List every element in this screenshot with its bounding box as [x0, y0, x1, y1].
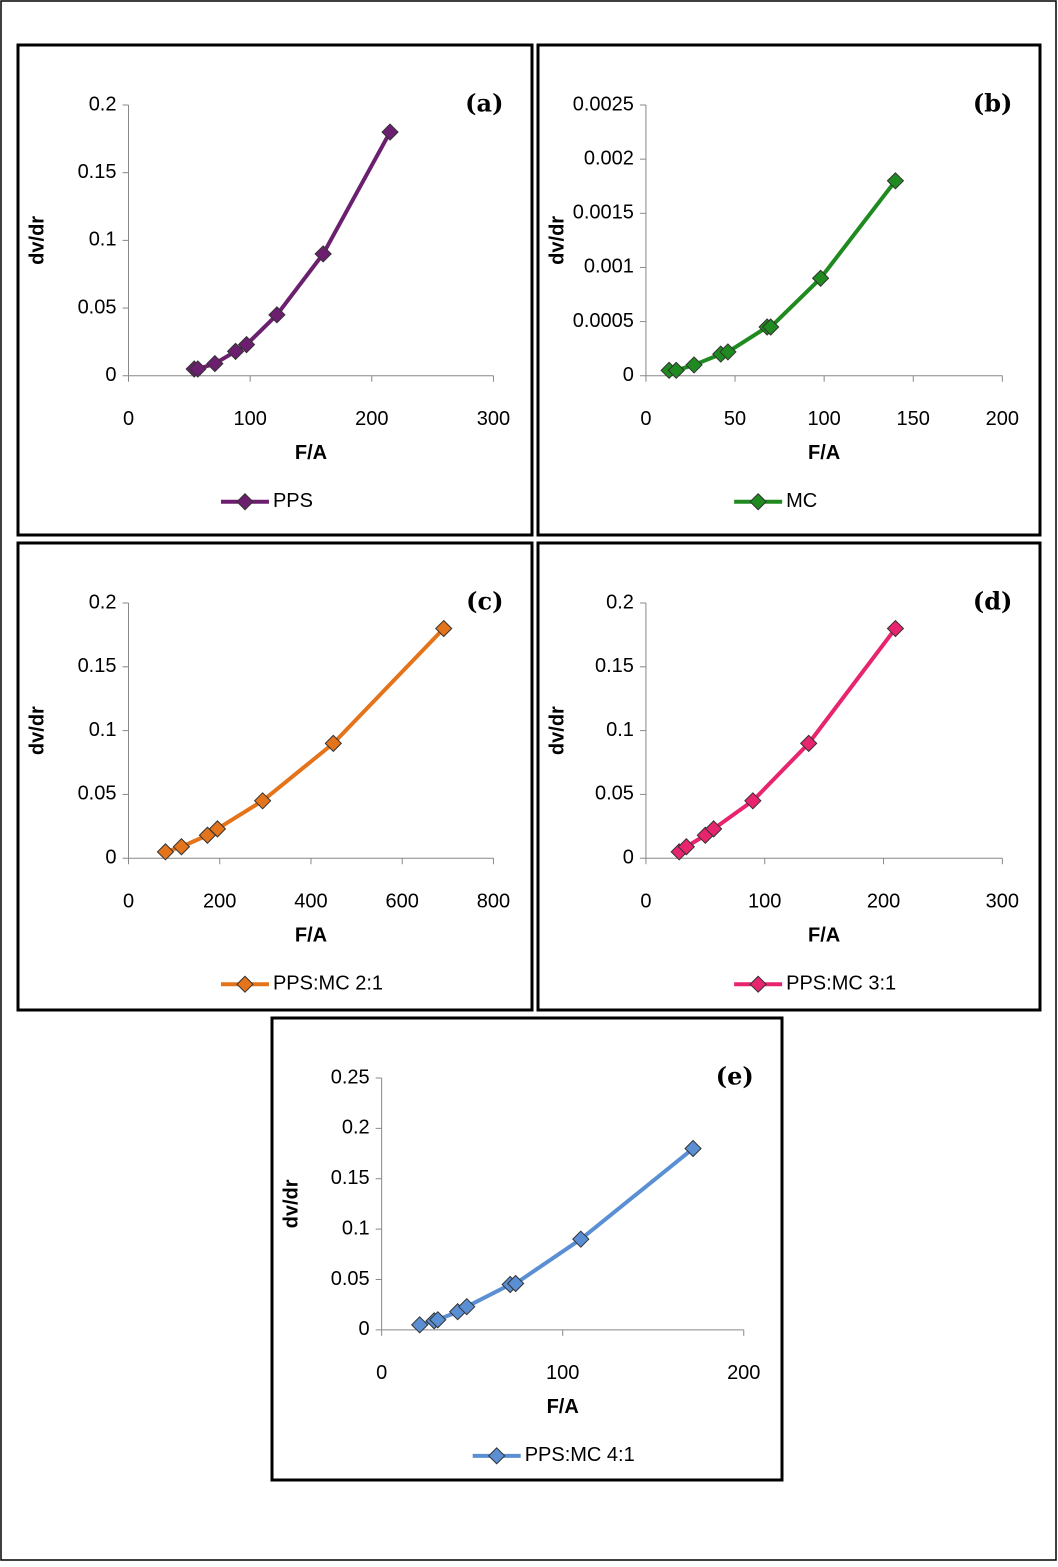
figure: 0 0.05 0.1 0.15 0.2 0 100 200 300 F/A dv/dr (a) PPS 0… — [0, 0, 1058, 1562]
y-axis-title: dv/dr — [26, 216, 48, 265]
y-tick-label: 0.1 — [89, 229, 117, 251]
x-tick-label: 200 — [203, 891, 236, 913]
y-tick-label: 0.2 — [89, 93, 117, 115]
y-tick-label: 0.25 — [331, 1066, 370, 1088]
legend-label: MC — [786, 490, 817, 512]
panel-label: (e) — [716, 1062, 754, 1091]
y-tick-label: 0.1 — [89, 719, 117, 741]
panel-label: (a) — [465, 89, 503, 118]
y-tick-label: 0.2 — [606, 591, 634, 613]
x-tick-label: 0 — [123, 408, 134, 430]
y-axis-title: dv/dr — [280, 1179, 302, 1228]
y-tick-label: 0.15 — [331, 1167, 370, 1189]
y-tick-label: 0 — [105, 364, 116, 386]
y-tick-label: 0.0015 — [573, 202, 634, 224]
x-tick-label: 0 — [376, 1362, 387, 1384]
x-axis-title: F/A — [295, 925, 327, 947]
x-tick-label: 0 — [123, 891, 134, 913]
x-tick-label: 0 — [640, 408, 651, 430]
x-tick-label: 100 — [807, 408, 840, 430]
y-tick-label: 0 — [105, 847, 116, 869]
y-tick-label: 0.2 — [342, 1117, 370, 1139]
y-tick-label: 0.2 — [89, 591, 117, 613]
y-axis-title: dv/dr — [546, 216, 568, 265]
x-tick-label: 600 — [386, 891, 419, 913]
x-tick-label: 200 — [355, 408, 388, 430]
x-axis-title: F/A — [808, 442, 840, 464]
y-tick-label: 0.05 — [78, 296, 117, 318]
panel-label: (c) — [466, 587, 503, 616]
y-tick-label: 0 — [623, 847, 634, 869]
y-tick-label: 0.05 — [78, 783, 117, 805]
legend-label: PPS:MC 4:1 — [525, 1444, 635, 1466]
x-axis-title: F/A — [808, 925, 840, 947]
y-tick-label: 0.1 — [342, 1217, 370, 1239]
x-axis-title: F/A — [547, 1396, 579, 1418]
x-tick-label: 100 — [748, 891, 781, 913]
x-tick-label: 300 — [477, 408, 510, 430]
x-tick-label: 300 — [986, 891, 1019, 913]
y-tick-label: 0.002 — [584, 147, 634, 169]
y-tick-label: 0.1 — [606, 719, 634, 741]
y-tick-label: 0 — [623, 364, 634, 386]
x-tick-label: 200 — [727, 1362, 760, 1384]
y-tick-label: 0.15 — [595, 655, 634, 677]
x-tick-label: 400 — [294, 891, 327, 913]
x-axis-title: F/A — [295, 442, 327, 464]
x-tick-label: 800 — [477, 891, 510, 913]
x-tick-label: 150 — [897, 408, 930, 430]
y-tick-label: 0.15 — [78, 161, 117, 183]
legend-label: PPS:MC 3:1 — [786, 973, 896, 995]
x-tick-label: 100 — [233, 408, 266, 430]
x-tick-label: 100 — [546, 1362, 579, 1384]
x-tick-label: 200 — [986, 408, 1019, 430]
x-tick-label: 0 — [640, 891, 651, 913]
y-tick-label: 0.15 — [78, 655, 117, 677]
y-tick-label: 0.0005 — [573, 310, 634, 332]
y-tick-label: 0.0025 — [573, 93, 634, 115]
y-axis-title: dv/dr — [546, 706, 568, 755]
y-tick-label: 0 — [359, 1318, 370, 1340]
panel-label: (d) — [973, 587, 1013, 616]
y-tick-label: 0.05 — [595, 783, 634, 805]
legend-label: PPS:MC 2:1 — [273, 973, 383, 995]
y-tick-label: 0.001 — [584, 256, 634, 278]
y-tick-label: 0.05 — [331, 1268, 370, 1290]
x-tick-label: 200 — [867, 891, 900, 913]
legend-label: PPS — [273, 490, 313, 512]
page-border — [1, 1, 1056, 1560]
panel-label: (b) — [973, 89, 1013, 118]
x-tick-label: 50 — [724, 408, 746, 430]
y-axis-title: dv/dr — [26, 706, 48, 755]
